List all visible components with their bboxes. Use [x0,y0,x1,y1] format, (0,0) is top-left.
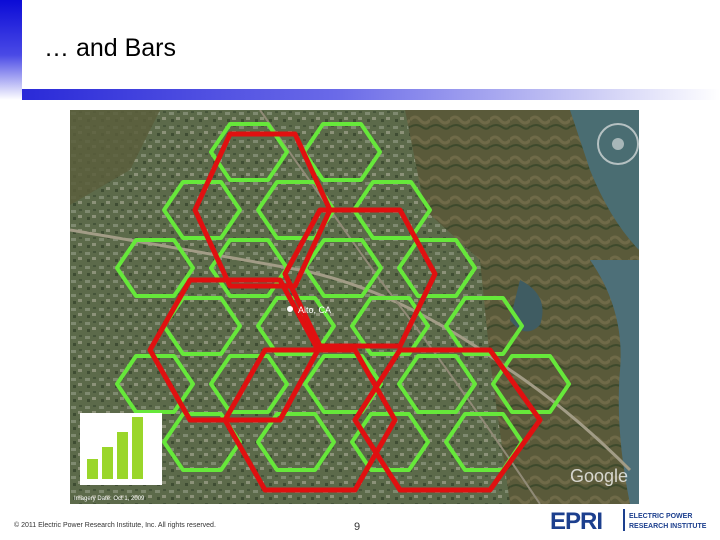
fine-hex [162,412,242,472]
fine-hex [491,354,571,414]
copyright-footer: © 2011 Electric Power Research Institute… [14,522,216,529]
coarse-hex [352,347,543,493]
fine-hex-grid [115,122,571,472]
logo-line-2: RESEARCH INSTITUTE [629,523,707,530]
fine-hex [397,354,477,414]
page-number: 9 [354,521,361,533]
signal-bars-icon [87,417,143,479]
signal-bar [87,459,98,479]
imagery-date: Imagery Date: Oct 1, 2009 [74,496,145,502]
coarse-hex [147,277,321,423]
fine-hex [350,412,430,472]
slide-title: … and Bars [44,34,177,62]
logo-divider [623,509,625,531]
satellite-map: Alto, CA Imagery Date: Oct 1, 2009 Googl… [70,110,639,504]
epri-logo: EPRI ELECTRIC POWER RESEARCH INSTITUTE [548,506,716,535]
fine-hex [209,238,289,298]
map-svg: Alto, CA Imagery Date: Oct 1, 2009 Googl… [70,110,639,504]
epri-logo-mark: EPRI ELECTRIC POWER RESEARCH INSTITUTE [550,508,707,535]
coarse-hex-grid [147,131,543,493]
coarse-hex [282,207,438,349]
fine-hex [162,180,242,240]
map-watermark: Google [570,466,628,486]
coarse-hex [192,131,333,289]
fine-hex [350,296,430,356]
fine-hex [115,354,195,414]
signal-bar [117,432,128,479]
fine-hex [256,412,336,472]
hills-terrain [70,110,160,205]
bay-water-south [590,260,639,504]
coarse-hex [222,347,398,493]
highway [259,110,541,504]
logo-line-1: ELECTRIC POWER [629,513,692,520]
signal-bar [102,447,113,479]
signal-bar [132,417,143,479]
fine-hex [209,354,289,414]
place-label: Alto, CA [298,305,331,315]
fine-hex [115,238,195,298]
title-accent-bar [0,0,22,100]
epri-wordmark: EPRI [550,508,602,534]
fine-hex [397,238,477,298]
fine-hex [209,122,289,182]
place-marker-icon [287,306,293,312]
fine-hex [444,296,524,356]
title-rule [22,89,720,100]
map-navigation-control-icon[interactable] [597,123,639,165]
map-navigation-center-icon[interactable] [612,138,624,150]
